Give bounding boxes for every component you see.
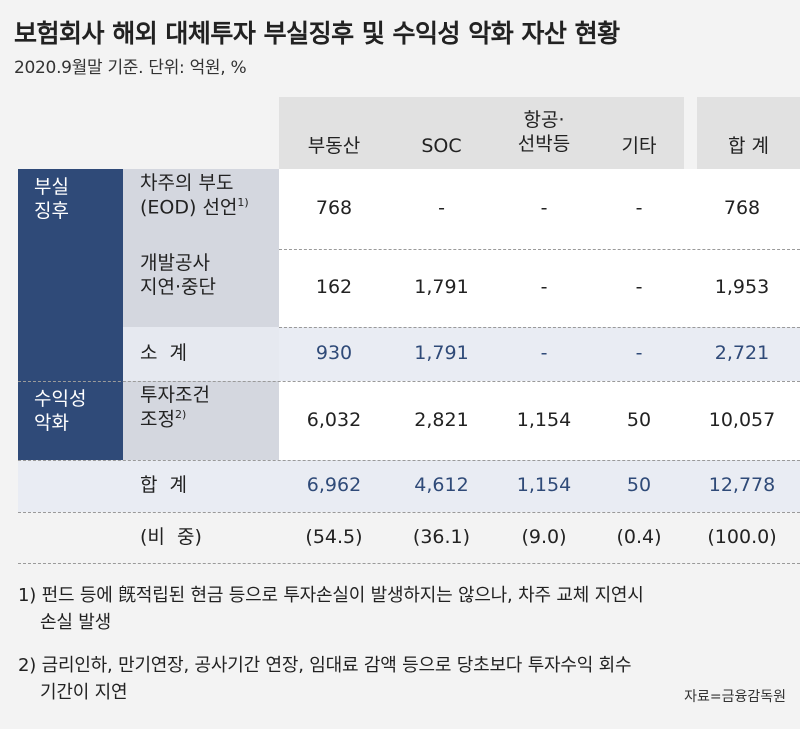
row-label-terms-line2: 조정: [140, 408, 175, 431]
section-profit-line1: 수익성: [34, 388, 87, 410]
section-distress: 부실 징후: [34, 176, 119, 236]
cell-eod-soc: -: [438, 197, 445, 220]
footnote-ref-1: 1): [237, 195, 249, 209]
footnote-2: 2) 금리인하, 만기연장, 공사기간 연장, 임대료 감액 등으로 당초보다 …: [18, 652, 788, 706]
cell-share-real-estate: (54.5): [305, 525, 363, 548]
total-row-background: [18, 460, 800, 512]
row-separator: [279, 327, 800, 328]
cell-terms-total: 10,057: [708, 408, 776, 431]
row-separator: [18, 512, 800, 513]
footnote-1-line1: 1) 펀드 등에 旣적립된 현금 등으로 투자손실이 발생하지는 않으나, 차주…: [18, 585, 644, 606]
col-header-aviation: 항공· 선박등: [494, 100, 594, 166]
cell-share-other: (0.4): [616, 525, 662, 548]
cell-share-aviation: (9.0): [521, 525, 567, 548]
footnote-1: 1) 펀드 등에 旣적립된 현금 등으로 투자손실이 발생하지는 않으나, 차주…: [18, 582, 788, 636]
dev-label-background: [123, 249, 279, 327]
row-label-eod-line2: (EOD) 선언: [140, 196, 238, 219]
cell-subtotal-soc: 1,791: [414, 342, 469, 365]
table-bottom-line: [18, 563, 800, 564]
cell-total-total: 12,778: [708, 474, 776, 497]
footnote-2-line1: 2) 금리인하, 만기연장, 공사기간 연장, 임대료 감액 등으로 당초보다 …: [18, 655, 632, 676]
row-label-dev-line2: 지연·중단: [140, 275, 216, 298]
cell-dev-total: 1,953: [714, 276, 770, 299]
cell-dev-real-estate: 162: [315, 276, 353, 299]
cell-eod-total: 768: [723, 197, 761, 220]
footnote-2-line2: 기간이 지연: [40, 682, 128, 703]
cell-share-total: (100.0): [707, 525, 777, 548]
dev-row-background: [279, 249, 800, 327]
terms-label-background: [123, 381, 279, 460]
cell-eod-other: -: [635, 197, 643, 220]
cell-terms-soc: 2,821: [414, 408, 469, 431]
source-credit: 자료=금융감독원: [684, 689, 786, 705]
footnote-ref-2: 2): [174, 407, 187, 421]
row-label-total: 합 계: [140, 474, 188, 497]
cell-total-other: 50: [626, 474, 652, 497]
row-label-eod-line1: 차주의 부도: [140, 172, 234, 194]
eod-label-background: [123, 169, 279, 249]
total-header-background: [697, 97, 800, 169]
section-distress-line2: 징후: [34, 199, 69, 222]
page-title: 보험회사 해외 대체투자 부실징후 및 수익성 악화 자산 현황: [14, 19, 620, 48]
cell-eod-real-estate: 768: [315, 197, 353, 220]
terms-row-background: [279, 381, 800, 460]
col-header-real-estate: 부동산: [307, 135, 361, 158]
cell-total-aviation: 1,154: [516, 474, 572, 497]
subtotal-label-background: [123, 327, 279, 381]
cell-dev-soc: 1,791: [414, 276, 469, 299]
cell-terms-aviation: 1,154: [516, 408, 572, 431]
row-separator: [279, 249, 800, 250]
col-header-aviation-line2: 선박등: [517, 133, 571, 155]
cell-total-real-estate: 6,962: [306, 474, 362, 497]
row-label-share: (비 중): [140, 525, 202, 548]
col-header-total: 합 계: [728, 135, 769, 158]
cell-dev-aviation: -: [540, 276, 548, 299]
cell-terms-other: 50: [626, 408, 652, 431]
eod-row-background: [279, 169, 800, 249]
row-label-subtotal: 소 계: [140, 342, 188, 365]
cell-terms-real-estate: 6,032: [306, 408, 362, 431]
footnote-1-line2: 손실 발생: [40, 612, 111, 633]
col-header-soc: SOC: [421, 135, 462, 158]
cell-eod-aviation: -: [540, 197, 548, 220]
section-profit: 수익성 악화: [34, 388, 119, 448]
cell-subtotal-aviation: -: [540, 342, 548, 365]
cell-share-soc: (36.1): [412, 525, 471, 548]
page-subtitle: 2020.9월말 기준. 단위: 억원, %: [14, 58, 247, 78]
subtotal-row-background: [279, 327, 800, 381]
distress-section-background: [18, 169, 123, 381]
row-label-dev-line1: 개발공사: [140, 252, 210, 274]
row-label-eod: 차주의 부도 (EOD) 선언1): [140, 172, 279, 246]
row-label-terms-line1: 투자조건: [140, 384, 210, 406]
row-label-dev: 개발공사 지연·중단: [140, 252, 279, 324]
cell-total-soc: 4,612: [414, 474, 469, 497]
section-distress-line1: 부실: [34, 176, 69, 198]
row-separator: [18, 381, 800, 382]
header-background: [279, 97, 684, 169]
col-header-aviation-line1: 항공·: [523, 109, 565, 132]
cell-dev-other: -: [635, 276, 643, 299]
cell-subtotal-real-estate: 930: [315, 342, 353, 365]
row-label-terms: 투자조건 조정2): [140, 384, 279, 457]
cell-subtotal-other: -: [635, 342, 643, 365]
row-separator: [18, 460, 800, 461]
cell-subtotal-total: 2,721: [714, 342, 770, 365]
profit-section-background: [18, 381, 123, 460]
col-header-other: 기타: [621, 135, 657, 158]
section-profit-line2: 악화: [34, 411, 69, 434]
